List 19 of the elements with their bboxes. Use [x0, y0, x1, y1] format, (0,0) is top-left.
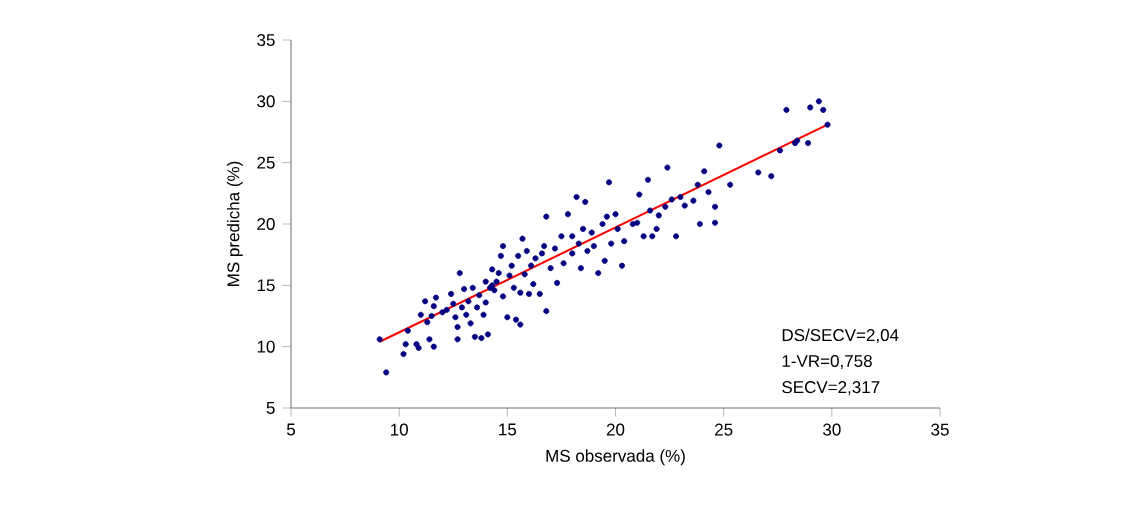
y-tick-label: 30 [257, 95, 275, 108]
x-tick-label: 25 [715, 423, 733, 436]
x-tick-label: 5 [286, 423, 296, 436]
x-tick-label: 10 [391, 423, 408, 436]
x-axis-title: MS observada (%) [546, 449, 685, 466]
y-tick-label: 5 [266, 402, 275, 414]
annotation: 1-VR=0,758 [782, 354, 872, 370]
annotation: SECV=2,317 [782, 381, 880, 396]
x-tick-label: 20 [606, 423, 625, 436]
x-tick-label: 15 [499, 423, 517, 436]
y-tick-label: 35 [257, 33, 275, 47]
annotation: DS/SECV=2,04 [782, 328, 899, 344]
x-tick-label: 30 [823, 423, 841, 436]
y-tick-label: 20 [257, 217, 275, 231]
y-axis-title: MS predicha (%) [226, 161, 243, 286]
y-tick-label: 25 [257, 156, 275, 169]
y-tick-label: 15 [257, 279, 275, 292]
y-tick-label: 10 [257, 340, 275, 353]
x-tick-label: 35 [931, 423, 949, 436]
